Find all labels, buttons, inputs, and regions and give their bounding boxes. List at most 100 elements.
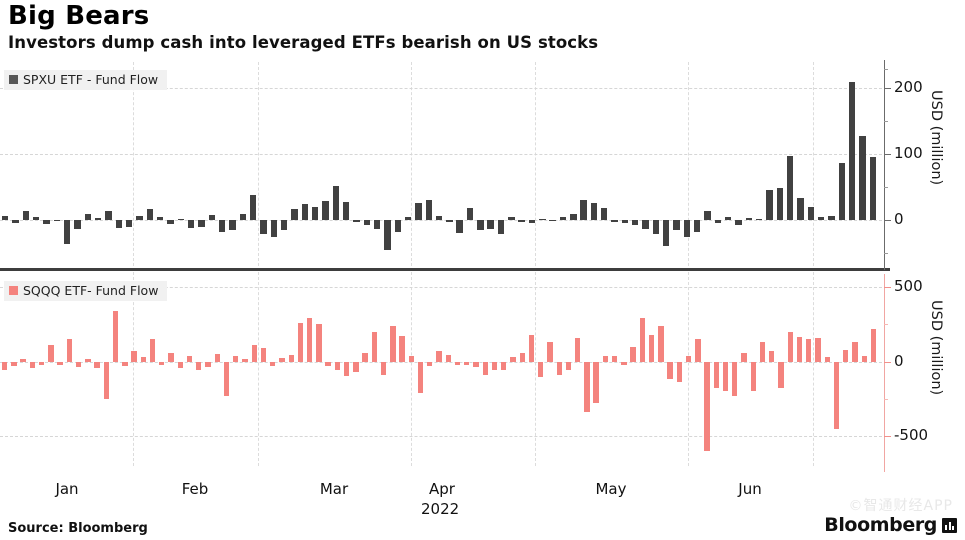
gridline-vertical [258, 272, 259, 466]
bar-sqqq [630, 346, 636, 362]
bar-spxu [518, 219, 525, 222]
bar-sqqq [538, 361, 544, 378]
gridline-vertical [688, 272, 689, 466]
x-tick-label: Jan [55, 480, 79, 498]
bar-sqqq [94, 361, 100, 368]
bar-sqqq [593, 361, 599, 404]
y-axis-title-top: USD (million) [928, 90, 944, 186]
y-tick-top [884, 88, 891, 90]
bar-sqqq [658, 325, 664, 362]
bar-sqqq [501, 361, 507, 371]
y-tick-bottom [884, 436, 891, 438]
bar-spxu [311, 206, 319, 220]
bar-spxu [105, 210, 112, 220]
y-axis-title-bottom: USD (million) [928, 300, 944, 396]
legend-sqqq: SQQQ ETF- Fund Flow [4, 281, 168, 301]
bar-spxu [12, 219, 19, 223]
y-axis-line-top [884, 60, 885, 270]
bar-spxu [766, 189, 773, 220]
bar-sqqq [196, 361, 202, 371]
bar-spxu [539, 218, 546, 220]
gridline-vertical [535, 62, 536, 266]
bar-spxu [384, 219, 391, 251]
y-tick-label-top: 0 [894, 209, 904, 228]
bar-spxu [756, 218, 763, 220]
y-tick-minor-bottom [884, 324, 888, 326]
bar-spxu [621, 219, 629, 224]
bar-sqqq [390, 325, 396, 362]
bar-spxu [435, 215, 443, 220]
y-tick-label-bottom: 500 [894, 276, 923, 295]
bar-sqqq [38, 361, 45, 366]
bar-spxu [869, 156, 877, 220]
bar-sqqq [270, 361, 276, 366]
bar-spxu [642, 219, 649, 230]
bar-spxu [549, 219, 556, 222]
bar-sqqq [556, 361, 562, 375]
bar-sqqq [325, 361, 331, 366]
bar-spxu [652, 219, 660, 235]
y-axis-line-bottom [884, 274, 885, 472]
bar-spxu [663, 219, 670, 247]
bar-spxu [580, 200, 587, 220]
bar-sqqq [362, 352, 368, 362]
bar-sqqq [371, 331, 378, 362]
bar-sqqq [528, 335, 535, 362]
bar-sqqq [464, 361, 470, 365]
y-tick-minor-top [884, 252, 888, 254]
bar-spxu [301, 204, 308, 220]
bar-sqqq [843, 349, 849, 362]
bar-spxu [508, 217, 515, 220]
gridline-vertical [813, 62, 814, 266]
bar-sqqq [399, 336, 405, 362]
bar-sqqq [251, 345, 257, 362]
bar-sqqq [2, 361, 8, 370]
gridline-vertical [258, 62, 259, 266]
bloomberg-wordmark: Bloomberg [824, 514, 937, 536]
bar-spxu [466, 208, 474, 220]
gridline-vertical [133, 62, 134, 266]
bar-spxu [404, 217, 412, 220]
bar-spxu [353, 219, 360, 222]
bar-sqqq [297, 322, 304, 362]
bar-sqqq [685, 355, 692, 362]
bar-spxu [177, 218, 184, 220]
bar-spxu [632, 219, 639, 226]
bar-spxu [394, 219, 401, 232]
bloomberg-brand: Bloomberg [824, 516, 957, 535]
bar-sqqq [833, 361, 840, 429]
bar-sqqq [565, 361, 572, 371]
bar-spxu [487, 219, 494, 230]
bar-sqqq [575, 337, 581, 362]
bar-sqqq [353, 361, 359, 372]
legend-label-spxu: SPXU ETF - Fund Flow [23, 72, 159, 87]
legend-spxu: SPXU ETF - Fund Flow [4, 70, 168, 90]
bar-sqqq [159, 361, 165, 366]
bar-sqqq [741, 352, 747, 362]
bar-sqqq [778, 361, 784, 389]
bar-spxu [229, 219, 236, 231]
gridline-horizontal [0, 436, 882, 438]
bar-spxu [745, 217, 753, 220]
bar-spxu [53, 219, 61, 222]
bar-spxu [611, 219, 618, 222]
bar-sqqq [168, 352, 174, 362]
bar-sqqq [177, 361, 183, 369]
bar-sqqq [85, 358, 91, 362]
bar-sqqq [66, 339, 73, 362]
bar-sqqq [408, 355, 414, 362]
bar-sqqq [417, 361, 424, 393]
bar-sqqq [639, 318, 646, 362]
bar-sqqq [713, 361, 719, 389]
bar-sqqq [732, 361, 738, 396]
legend-swatch-sqqq-icon [9, 286, 18, 295]
bar-spxu [590, 203, 598, 220]
bar-sqqq [491, 361, 498, 370]
x-tick-label: Mar [319, 480, 349, 498]
gridline-horizontal [0, 88, 882, 90]
gridline-horizontal [0, 286, 882, 288]
bar-sqqq [796, 336, 803, 362]
bar-sqqq [769, 351, 775, 362]
bar-spxu [735, 219, 742, 226]
bar-sqqq [205, 361, 211, 367]
